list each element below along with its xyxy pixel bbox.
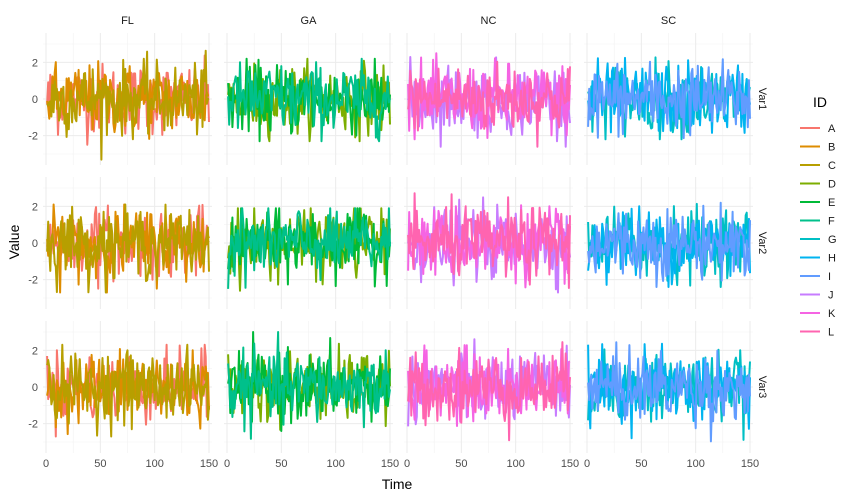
legend-item-D: D: [800, 179, 836, 191]
legend-label: D: [828, 179, 836, 191]
series-line-B: [46, 60, 210, 140]
x-tick-label: 150: [561, 458, 579, 470]
panel-GA-Var3: [224, 321, 393, 453]
series-line-F: [227, 331, 391, 440]
legend-label: H: [828, 253, 836, 265]
series-line-L: [407, 192, 571, 289]
panel-FL-Var3: [43, 321, 212, 453]
legend-label: C: [828, 160, 836, 172]
y-tick-label: -2: [28, 131, 38, 143]
x-tick-label: 50: [455, 458, 467, 470]
legend-label: E: [828, 197, 835, 209]
panel-SC-Var3: [584, 321, 753, 453]
y-tick-label: 2: [32, 345, 38, 357]
y-tick-label: 0: [32, 382, 38, 394]
series-line-I: [587, 341, 751, 443]
x-tick-label: 150: [741, 458, 759, 470]
y-tick-label: 2: [32, 201, 38, 213]
row-strips: Var1 Var2 Var3: [756, 88, 768, 398]
series-line-F: [227, 207, 391, 289]
series-line-C: [46, 49, 210, 161]
panels-layer: [43, 33, 753, 453]
legend-item-G: G: [800, 234, 837, 246]
legend-title: ID: [813, 94, 827, 110]
x-tick-label: 100: [326, 458, 344, 470]
series-line-C: [46, 203, 210, 294]
series-line-C: [46, 343, 210, 438]
facet-row-label: Var1: [756, 88, 768, 110]
facet-col-label: NC: [481, 15, 497, 27]
legend-label: J: [828, 290, 834, 302]
panel-FL-Var2: [43, 177, 212, 309]
y-axis-title: Value: [6, 224, 22, 259]
x-tick-label: 50: [94, 458, 106, 470]
x-axis-ticks: 0 50 100 150 0 50 100 150 0 50 100 150 0 50 100 150: [43, 458, 759, 470]
x-axis-title: Time: [382, 476, 413, 492]
y-tick-label: 0: [32, 238, 38, 250]
legend-item-L: L: [800, 327, 834, 339]
legend-item-J: J: [800, 290, 834, 302]
series-line-I: [587, 58, 751, 140]
legend-item-I: I: [800, 271, 831, 283]
legend-item-K: K: [800, 308, 836, 320]
facet-col-label: FL: [121, 15, 134, 27]
panel-NC-Var2: [404, 177, 573, 309]
facet-col-label: GA: [301, 15, 318, 27]
legend-label: K: [828, 308, 836, 320]
y-tick-label: 2: [32, 57, 38, 69]
y-tick-label: -2: [28, 419, 38, 431]
x-tick-label: 0: [404, 458, 410, 470]
legend-item-B: B: [800, 142, 835, 154]
facet-row-label: Var2: [756, 232, 768, 254]
legend-item-H: H: [800, 253, 836, 265]
legend-item-A: A: [800, 123, 836, 135]
y-tick-label: 0: [32, 94, 38, 106]
x-tick-label: 50: [635, 458, 647, 470]
legend-label: F: [828, 216, 835, 228]
y-tick-label: -2: [28, 275, 38, 287]
x-tick-label: 100: [506, 458, 524, 470]
x-tick-label: 50: [275, 458, 287, 470]
x-tick-label: 0: [43, 458, 49, 470]
legend-label: G: [828, 234, 837, 246]
legend-label: I: [828, 271, 831, 283]
series-line-F: [227, 57, 391, 143]
x-tick-label: 150: [200, 458, 218, 470]
y-axis-ticks: -2 0 2 -2 0 2 -2 0 2: [28, 57, 38, 430]
panel-FL-Var1: [43, 33, 212, 165]
panel-SC-Var2: [584, 177, 753, 309]
x-tick-label: 0: [584, 458, 590, 470]
facet-col-label: SC: [661, 15, 676, 27]
series-line-L: [407, 60, 571, 148]
legend-item-E: E: [800, 197, 835, 209]
column-strips: FL GA NC SC: [121, 15, 676, 27]
series-line-I: [587, 201, 751, 288]
x-tick-label: 150: [381, 458, 399, 470]
series-line-L: [407, 341, 571, 442]
panel-NC-Var3: [404, 321, 573, 453]
legend-item-C: C: [800, 160, 836, 172]
facet-row-label: Var3: [756, 376, 768, 398]
x-tick-label: 100: [686, 458, 704, 470]
panel-GA-Var2: [224, 177, 393, 309]
legend-item-F: F: [800, 216, 835, 228]
x-tick-label: 0: [224, 458, 230, 470]
legend-label: A: [828, 123, 836, 135]
legend-label: L: [828, 327, 834, 339]
panel-SC-Var1: [584, 33, 753, 165]
panel-NC-Var1: [404, 33, 573, 165]
x-tick-label: 100: [145, 458, 163, 470]
legend-label: B: [828, 142, 835, 154]
panel-GA-Var1: [224, 33, 393, 165]
